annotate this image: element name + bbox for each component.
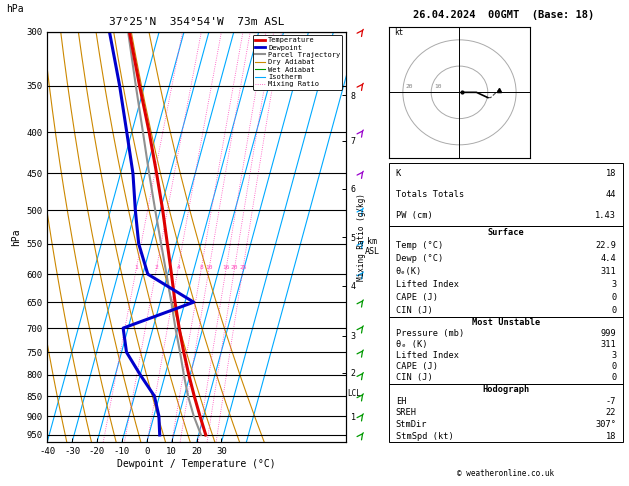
Text: 22.9: 22.9 <box>595 241 616 250</box>
Text: Dewp (°C): Dewp (°C) <box>396 254 443 262</box>
Legend: Temperature, Dewpoint, Parcel Trajectory, Dry Adiabat, Wet Adiabat, Isotherm, Mi: Temperature, Dewpoint, Parcel Trajectory… <box>253 35 342 89</box>
Text: Surface: Surface <box>487 227 525 237</box>
Text: CAPE (J): CAPE (J) <box>396 362 438 371</box>
Text: Lifted Index: Lifted Index <box>396 351 459 360</box>
Text: 20: 20 <box>231 265 238 270</box>
Text: 999: 999 <box>601 329 616 338</box>
Text: 0: 0 <box>611 373 616 382</box>
Text: Mixing Ratio (g/kg): Mixing Ratio (g/kg) <box>357 193 366 281</box>
Text: 1.43: 1.43 <box>595 211 616 220</box>
Text: θₑ(K): θₑ(K) <box>396 267 422 276</box>
Text: K: K <box>396 169 401 178</box>
Text: 18: 18 <box>606 432 616 441</box>
Text: 22: 22 <box>606 408 616 417</box>
Text: 10: 10 <box>206 265 213 270</box>
Bar <box>389 226 623 316</box>
Text: 10: 10 <box>434 85 442 89</box>
Text: LCL: LCL <box>347 389 361 399</box>
Text: PW (cm): PW (cm) <box>396 211 433 220</box>
Text: 20: 20 <box>406 85 413 89</box>
Text: kt: kt <box>394 28 404 36</box>
Text: 1: 1 <box>135 265 138 270</box>
Text: Totals Totals: Totals Totals <box>396 190 464 199</box>
Text: 311: 311 <box>601 267 616 276</box>
Text: 307°: 307° <box>595 420 616 429</box>
Text: StmSpd (kt): StmSpd (kt) <box>396 432 454 441</box>
Text: 0: 0 <box>611 293 616 301</box>
Text: 0: 0 <box>611 306 616 314</box>
X-axis label: Dewpoint / Temperature (°C): Dewpoint / Temperature (°C) <box>117 459 276 469</box>
Text: Lifted Index: Lifted Index <box>396 279 459 289</box>
Text: Hodograph: Hodograph <box>482 385 530 394</box>
Y-axis label: km
ASL: km ASL <box>365 237 380 256</box>
Text: 44: 44 <box>606 190 616 199</box>
Text: 16: 16 <box>223 265 230 270</box>
Text: 3: 3 <box>611 351 616 360</box>
Text: 26.04.2024  00GMT  (Base: 18): 26.04.2024 00GMT (Base: 18) <box>413 10 594 19</box>
Text: 311: 311 <box>601 340 616 349</box>
Text: © weatheronline.co.uk: © weatheronline.co.uk <box>457 469 555 478</box>
Text: Most Unstable: Most Unstable <box>472 317 540 327</box>
Bar <box>389 316 623 383</box>
Text: 0: 0 <box>611 362 616 371</box>
Text: CIN (J): CIN (J) <box>396 306 433 314</box>
Text: θₑ (K): θₑ (K) <box>396 340 427 349</box>
Text: StmDir: StmDir <box>396 420 427 429</box>
Text: CIN (J): CIN (J) <box>396 373 433 382</box>
Bar <box>389 163 623 226</box>
Text: EH: EH <box>396 397 406 406</box>
Text: hPa: hPa <box>6 4 24 14</box>
Text: 18: 18 <box>606 169 616 178</box>
Text: 4: 4 <box>176 265 180 270</box>
Text: 3: 3 <box>611 279 616 289</box>
Text: Pressure (mb): Pressure (mb) <box>396 329 464 338</box>
Text: -7: -7 <box>606 397 616 406</box>
Text: 8: 8 <box>199 265 203 270</box>
Text: 4.4: 4.4 <box>601 254 616 262</box>
Text: Temp (°C): Temp (°C) <box>396 241 443 250</box>
Text: CAPE (J): CAPE (J) <box>396 293 438 301</box>
Text: 25: 25 <box>240 265 247 270</box>
Y-axis label: hPa: hPa <box>11 228 21 246</box>
Text: 2: 2 <box>155 265 159 270</box>
Text: 37°25'N  354°54'W  73m ASL: 37°25'N 354°54'W 73m ASL <box>109 17 284 27</box>
Text: SREH: SREH <box>396 408 417 417</box>
Bar <box>389 383 623 442</box>
